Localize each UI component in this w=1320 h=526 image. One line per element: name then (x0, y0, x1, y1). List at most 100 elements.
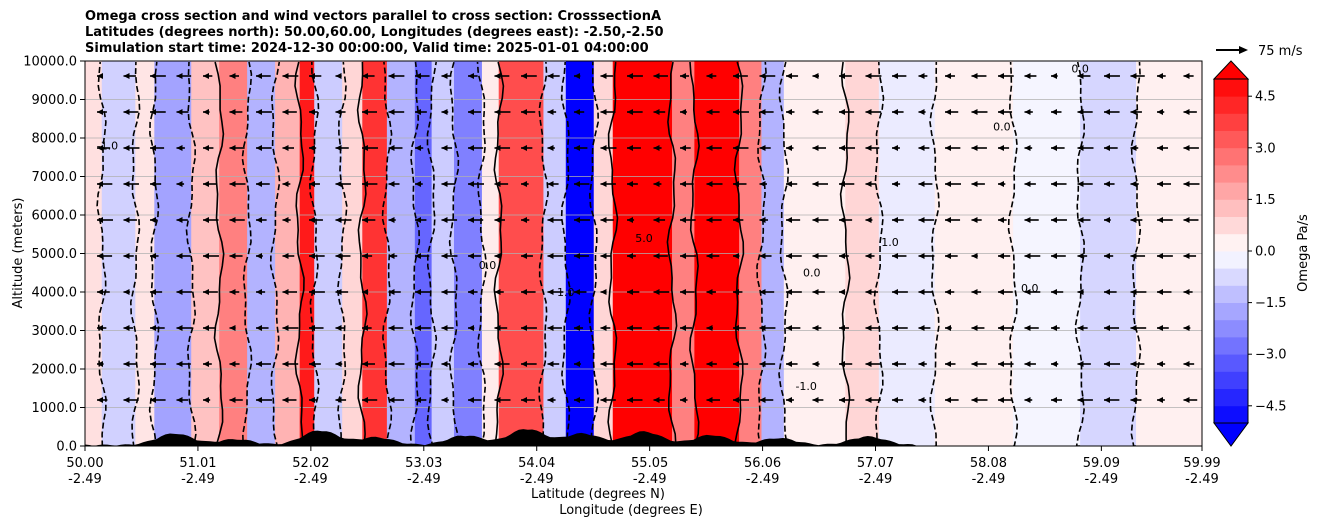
wind-vector-head-190 (680, 217, 686, 223)
y-axis-label: Altitude (meters) (11, 198, 26, 309)
wind-vector-head-131 (229, 181, 236, 187)
wind-vector-12 (415, 73, 430, 79)
wind-vector-239 (865, 253, 875, 259)
wind-vector-25 (759, 73, 776, 79)
wind-vector-head-185 (547, 217, 554, 223)
wind-vector-head-403 (759, 397, 766, 403)
wind-vector-260 (309, 289, 325, 295)
colorbar: 4.5 3.0 1.5 0.0 −1.5 −3.0 −4.5 (1212, 60, 1287, 447)
wind-vector-head-20 (627, 73, 633, 79)
wind-vector-6 (256, 73, 271, 79)
wind-vector-99 (494, 145, 511, 151)
wind-vector-head-91 (282, 145, 289, 151)
x-tick-label-lat-4: 54.04 (518, 456, 555, 471)
wind-vector-head-178 (362, 217, 368, 223)
wind-vector-71 (865, 109, 882, 115)
wind-vector-head-322 (839, 325, 845, 331)
wind-vector-36 (1051, 73, 1058, 79)
wind-vector-337 (123, 361, 137, 367)
wind-vector-341 (229, 361, 240, 367)
contour-line-6 (241, 61, 253, 446)
wind-vector-head-222 (415, 253, 421, 259)
wind-vector-369 (971, 361, 987, 367)
wind-vector-head-58 (521, 109, 527, 115)
x-tick-label-lon-6: -2.49 (746, 472, 780, 487)
wind-vector-head-31 (918, 73, 925, 79)
wind-vector-head-216 (256, 253, 262, 259)
wind-vector-7 (282, 73, 299, 79)
wind-vector-head-313 (600, 325, 607, 331)
wind-vector-387 (335, 397, 347, 403)
wind-vector-106 (680, 145, 691, 151)
wind-vector-head-48 (256, 109, 262, 115)
wind-vector-175 (282, 217, 291, 223)
x-tick-label-lat-5: 55.05 (631, 456, 668, 471)
x-tick-label-lon-1: -2.49 (181, 472, 215, 487)
wind-vector-115 (918, 145, 930, 151)
wind-vector-head-176 (309, 217, 315, 223)
wind-vector-head-67 (759, 109, 766, 115)
wind-vector-head-198 (892, 217, 898, 223)
wind-vector-head-283 (918, 289, 925, 295)
wind-vector-28 (839, 73, 852, 79)
wind-vector-414 (1051, 397, 1063, 403)
wind-vector-33 (971, 73, 987, 79)
chart-title-line-2: Latitudes (degrees north): 50.00,60.00, … (85, 25, 664, 40)
wind-vector-head-325 (918, 325, 925, 331)
wind-vector-132 (256, 181, 270, 187)
contour-line-1 (96, 61, 107, 446)
wind-vector-head-260 (309, 289, 315, 295)
wind-vector-head-139 (441, 181, 448, 187)
wind-vector-head-264 (415, 289, 421, 295)
wind-vector-279 (812, 289, 825, 295)
wind-vector-308 (468, 325, 475, 331)
wind-vector-4 (203, 73, 213, 79)
wind-vector-61 (600, 109, 616, 115)
wind-vector-261 (335, 289, 349, 295)
wind-vector-145 (600, 181, 616, 187)
wind-vector-50 (309, 109, 318, 115)
y-tick-label-6: 6000.0 (32, 209, 78, 224)
wind-vector-113 (865, 145, 880, 151)
contour-label-8: 0.0 (803, 267, 821, 280)
wind-vector-84 (97, 145, 111, 151)
wind-vector-39 (1130, 73, 1145, 79)
wind-vector-head-173 (229, 217, 236, 223)
wind-vector-head-49 (282, 109, 289, 115)
wind-vector-head-251 (1183, 253, 1190, 259)
wind-vector-head-117 (971, 145, 978, 151)
wind-vector-head-319 (759, 325, 766, 331)
wind-vector-403 (759, 397, 774, 403)
wind-vector-376 (1157, 361, 1166, 367)
wind-vector-123 (1130, 145, 1139, 151)
wind-vector-head-375 (1130, 361, 1137, 367)
wind-vector-head-346 (362, 361, 368, 367)
wind-vector-head-362 (786, 361, 792, 367)
wind-vector-306 (415, 325, 431, 331)
wind-vector-194 (786, 217, 801, 223)
wind-vector-388 (362, 397, 378, 403)
wind-vector-278 (786, 289, 802, 295)
wind-vector-303 (335, 325, 345, 331)
wind-vector-295 (123, 325, 134, 331)
wind-vector-head-407 (865, 397, 872, 403)
wind-vector-87 (176, 145, 185, 151)
wind-vector-head-135 (335, 181, 342, 187)
wind-vector-head-123 (1130, 145, 1137, 151)
wind-vector-head-357 (653, 361, 660, 367)
wind-vector-head-393 (494, 397, 501, 403)
wind-vector-head-152 (786, 181, 792, 187)
wind-vector-head-334 (1157, 325, 1163, 331)
wind-vector-211 (123, 253, 134, 259)
wind-vector-373 (1077, 361, 1091, 367)
wind-vector-head-296 (150, 325, 156, 331)
wind-vector-head-83 (1183, 109, 1190, 115)
wind-vector-head-33 (971, 73, 978, 79)
wind-vector-218 (309, 253, 325, 259)
wind-vector-311 (547, 325, 562, 331)
wind-vector-head-180 (415, 217, 421, 223)
wind-vector-head-242 (945, 253, 951, 259)
wind-vector-107 (706, 145, 722, 151)
wind-vector-375 (1130, 361, 1145, 367)
wind-vector-98 (468, 145, 484, 151)
